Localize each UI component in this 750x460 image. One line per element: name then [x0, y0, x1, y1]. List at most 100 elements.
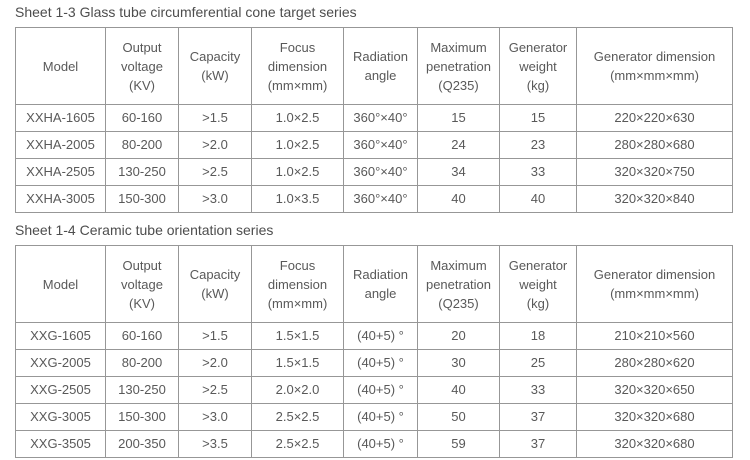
cell-output-voltage: 200-350	[105, 430, 179, 458]
sheet-1-4-title: Sheet 1-4 Ceramic tube orientation serie…	[15, 222, 274, 238]
cell-capacity: >3.5	[178, 430, 252, 458]
cell-output-voltage: 60-160	[105, 104, 179, 132]
col-header-focus-dimension: Focus dimension (mm×mm)	[251, 27, 344, 105]
cell-generator-dimension: 220×220×630	[576, 104, 733, 132]
table-row: XXHA-2505 130-250 >2.5 1.0×2.5 360°×40° …	[15, 158, 733, 186]
cell-generator-weight: 33	[499, 376, 577, 404]
col-header-capacity: Capacity (kW)	[178, 245, 252, 323]
cell-model: XXG-3005	[15, 403, 106, 431]
table-row: XXG-2505 130-250 >2.5 2.0×2.0 (40+5) ° 4…	[15, 376, 733, 404]
cell-capacity: >2.0	[178, 131, 252, 159]
cell-generator-dimension: 210×210×560	[576, 322, 733, 350]
cell-capacity: >3.0	[178, 403, 252, 431]
cell-model: XXG-2505	[15, 376, 106, 404]
cell-maximum-penetration: 15	[417, 104, 500, 132]
cell-generator-weight: 18	[499, 322, 577, 350]
cell-focus-dimension: 1.5×1.5	[251, 349, 344, 377]
cell-focus-dimension: 2.5×2.5	[251, 430, 344, 458]
cell-radiation-angle: 360°×40°	[343, 185, 418, 213]
table-row: XXHA-1605 60-160 >1.5 1.0×2.5 360°×40° 1…	[15, 104, 733, 132]
cell-generator-dimension: 320×320×680	[576, 430, 733, 458]
col-header-output-voltage: Output voltage (KV)	[105, 27, 179, 105]
cell-maximum-penetration: 30	[417, 349, 500, 377]
cell-capacity: >3.0	[178, 185, 252, 213]
cell-maximum-penetration: 24	[417, 131, 500, 159]
ceramic-tube-spec-table: Model Output voltage (KV) Capacity (kW) …	[15, 245, 733, 458]
cell-maximum-penetration: 20	[417, 322, 500, 350]
cell-generator-weight: 15	[499, 104, 577, 132]
table-row: XXG-3505 200-350 >3.5 2.5×2.5 (40+5) ° 5…	[15, 430, 733, 458]
cell-focus-dimension: 1.0×2.5	[251, 158, 344, 186]
col-header-model: Model	[15, 27, 106, 105]
cell-focus-dimension: 1.5×1.5	[251, 322, 344, 350]
cell-maximum-penetration: 59	[417, 430, 500, 458]
cell-output-voltage: 150-300	[105, 185, 179, 213]
cell-radiation-angle: (40+5) °	[343, 349, 418, 377]
col-header-focus-dimension: Focus dimension (mm×mm)	[251, 245, 344, 323]
sheet-1-3-section: Sheet 1-3 Glass tube circumferential con…	[15, 4, 734, 213]
col-header-maximum-penetration: Maximum penetration (Q235)	[417, 245, 500, 323]
cell-radiation-angle: (40+5) °	[343, 403, 418, 431]
col-header-generator-weight: Generator weight (kg)	[499, 245, 577, 323]
cell-maximum-penetration: 34	[417, 158, 500, 186]
cell-radiation-angle: (40+5) °	[343, 430, 418, 458]
cell-output-voltage: 130-250	[105, 158, 179, 186]
cell-maximum-penetration: 40	[417, 376, 500, 404]
cell-focus-dimension: 2.5×2.5	[251, 403, 344, 431]
cell-model: XXHA-2005	[15, 131, 106, 159]
col-header-generator-dimension: Generator dimension (mm×mm×mm)	[576, 27, 733, 105]
col-header-generator-weight: Generator weight (kg)	[499, 27, 577, 105]
cell-maximum-penetration: 50	[417, 403, 500, 431]
cell-focus-dimension: 1.0×3.5	[251, 185, 344, 213]
cell-model: XXHA-3005	[15, 185, 106, 213]
cell-model: XXHA-2505	[15, 158, 106, 186]
table-row: XXHA-2005 80-200 >2.0 1.0×2.5 360°×40° 2…	[15, 131, 733, 159]
col-header-generator-dimension: Generator dimension (mm×mm×mm)	[576, 245, 733, 323]
table-row: XXG-2005 80-200 >2.0 1.5×1.5 (40+5) ° 30…	[15, 349, 733, 377]
cell-output-voltage: 150-300	[105, 403, 179, 431]
cell-generator-weight: 25	[499, 349, 577, 377]
table-row: XXG-1605 60-160 >1.5 1.5×1.5 (40+5) ° 20…	[15, 322, 733, 350]
col-header-radiation-angle: Radiation angle	[343, 27, 418, 105]
cell-generator-dimension: 320×320×650	[576, 376, 733, 404]
col-header-model: Model	[15, 245, 106, 323]
cell-radiation-angle: 360°×40°	[343, 104, 418, 132]
cell-output-voltage: 80-200	[105, 349, 179, 377]
cell-generator-dimension: 280×280×620	[576, 349, 733, 377]
cell-radiation-angle: 360°×40°	[343, 158, 418, 186]
glass-tube-spec-table: Model Output voltage (KV) Capacity (kW) …	[15, 27, 733, 213]
cell-generator-weight: 33	[499, 158, 577, 186]
cell-capacity: >2.5	[178, 158, 252, 186]
cell-model: XXG-2005	[15, 349, 106, 377]
cell-capacity: >2.0	[178, 349, 252, 377]
cell-focus-dimension: 1.0×2.5	[251, 131, 344, 159]
cell-radiation-angle: (40+5) °	[343, 322, 418, 350]
table-row: XXG-3005 150-300 >3.0 2.5×2.5 (40+5) ° 5…	[15, 403, 733, 431]
cell-generator-weight: 37	[499, 430, 577, 458]
cell-generator-dimension: 320×320×840	[576, 185, 733, 213]
col-header-output-voltage: Output voltage (KV)	[105, 245, 179, 323]
cell-output-voltage: 80-200	[105, 131, 179, 159]
cell-model: XXHA-1605	[15, 104, 106, 132]
col-header-capacity: Capacity (kW)	[178, 27, 252, 105]
cell-generator-dimension: 280×280×680	[576, 131, 733, 159]
col-header-maximum-penetration: Maximum penetration (Q235)	[417, 27, 500, 105]
cell-focus-dimension: 2.0×2.0	[251, 376, 344, 404]
cell-output-voltage: 130-250	[105, 376, 179, 404]
cell-capacity: >2.5	[178, 376, 252, 404]
cell-generator-weight: 37	[499, 403, 577, 431]
cell-generator-dimension: 320×320×750	[576, 158, 733, 186]
cell-generator-dimension: 320×320×680	[576, 403, 733, 431]
sheet-1-3-title: Sheet 1-3 Glass tube circumferential con…	[15, 4, 357, 20]
cell-radiation-angle: (40+5) °	[343, 376, 418, 404]
cell-generator-weight: 40	[499, 185, 577, 213]
header-row: Model Output voltage (KV) Capacity (kW) …	[15, 245, 733, 323]
col-header-radiation-angle: Radiation angle	[343, 245, 418, 323]
cell-radiation-angle: 360°×40°	[343, 131, 418, 159]
table-row: XXHA-3005 150-300 >3.0 1.0×3.5 360°×40° …	[15, 185, 733, 213]
cell-model: XXG-3505	[15, 430, 106, 458]
cell-model: XXG-1605	[15, 322, 106, 350]
cell-capacity: >1.5	[178, 104, 252, 132]
cell-output-voltage: 60-160	[105, 322, 179, 350]
